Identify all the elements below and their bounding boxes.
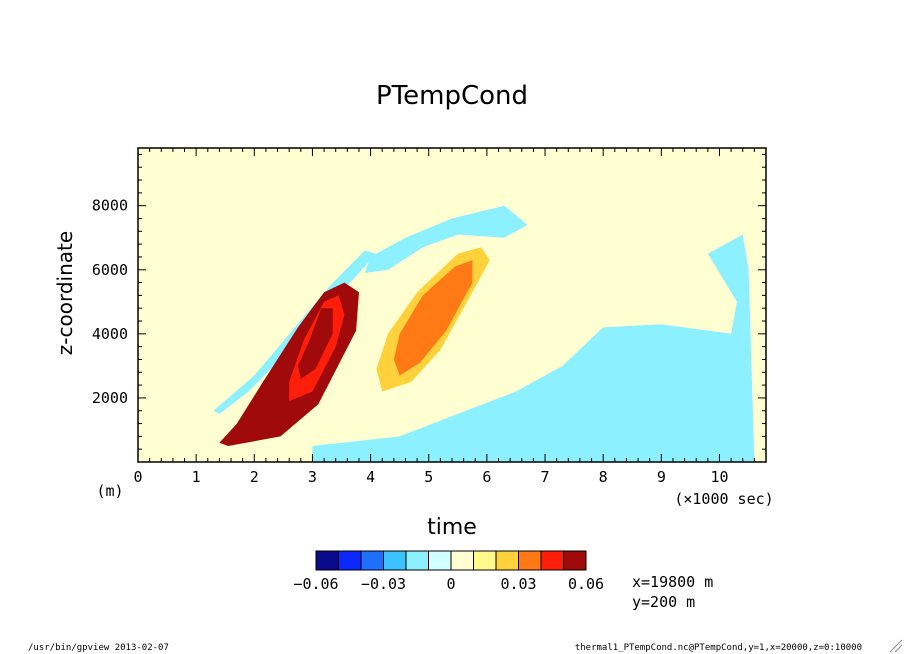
axis-ticks (137, 148, 767, 463)
colorbar-swatch (360, 550, 384, 571)
footer-right: thermal1_PTempCond.nc@PTempCond,y=1,x=20… (575, 643, 862, 653)
x-tick-labels: 0 1 2 3 4 5 6 7 8 9 10 (133, 468, 728, 486)
colorbar-swatch (563, 550, 587, 571)
y-tick-label: 4000 (92, 325, 128, 343)
y-axis-unit: (m) (96, 482, 123, 500)
contour-region-warm-plume-2-core (393, 260, 473, 376)
contour-region-cool-arc-upper (364, 205, 528, 273)
resize-grip-icon[interactable] (889, 639, 903, 653)
chart-title: PTempCond (376, 81, 528, 111)
x-tick-label: 10 (710, 468, 728, 486)
colorbar-label: 0.03 (500, 575, 536, 593)
position-x-label: x=19800 m (632, 573, 713, 591)
x-tick-label: 5 (424, 468, 433, 486)
x-tick-label: 8 (599, 468, 608, 486)
colorbar-swatch (540, 550, 564, 571)
x-tick-label: 7 (541, 468, 550, 486)
colorbar-label: 0 (446, 575, 455, 593)
position-y-label: y=200 m (632, 593, 695, 611)
colorbar-swatch (405, 550, 429, 571)
y-tick-label: 2000 (92, 389, 128, 407)
y-tick-label: 6000 (92, 261, 128, 279)
colorbar-swatch (495, 550, 519, 571)
field-contours (213, 205, 755, 462)
colorbar-swatch (338, 550, 362, 571)
colorbar-label: 0.06 (568, 575, 604, 593)
colorbar-swatch (473, 550, 497, 571)
y-tick-label: 8000 (92, 197, 128, 215)
x-tick-label: 2 (250, 468, 259, 486)
colorbar-labels: −0.06 −0.03 0 0.03 0.06 (293, 575, 604, 593)
colorbar-swatch (383, 550, 407, 571)
x-tick-label: 0 (133, 468, 142, 486)
x-tick-label: 9 (657, 468, 666, 486)
x-tick-label: 1 (192, 468, 201, 486)
colorbar-label: −0.06 (293, 575, 338, 593)
x-tick-label: 6 (482, 468, 491, 486)
x-axis-unit: (×1000 sec) (674, 490, 773, 508)
contour-region-warm-plume-1-peak (297, 308, 333, 379)
colorbar-swatch (450, 550, 474, 571)
contour-region-cool-region-lower-right (312, 234, 755, 462)
colorbar-swatch (428, 550, 452, 571)
y-axis-label: z-coordinate (53, 231, 77, 355)
y-tick-labels: 2000 4000 6000 8000 (92, 197, 128, 407)
colorbar-label: −0.03 (361, 575, 406, 593)
x-axis-label: time (427, 515, 477, 540)
x-tick-label: 3 (308, 468, 317, 486)
colorbar-swatch (315, 550, 339, 571)
colorbar (315, 550, 587, 571)
colorbar-swatch (518, 550, 542, 571)
x-tick-label: 4 (366, 468, 375, 486)
footer-left: /usr/bin/gpview 2013-02-07 (28, 643, 169, 653)
